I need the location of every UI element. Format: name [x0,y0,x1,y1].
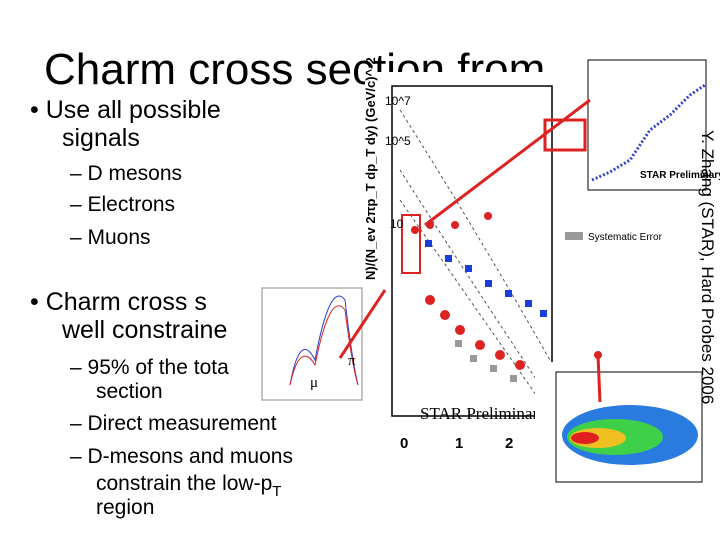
d-meson-inset: STAR Preliminary [556,45,720,215]
inset-background [556,45,706,215]
citation: Y. Zhang (STAR), Hard Probes 2006 [698,130,717,404]
fit-curve [399,109,551,416]
highlight-box [401,214,421,274]
arrows [338,98,602,403]
markers-gray [455,232,583,382]
tick-label: 10^7 [385,94,411,108]
arrow [596,354,602,403]
electron-inset [535,362,705,495]
sub-bullet-text: constrain the low-p [96,472,272,495]
tick-label: 1 [455,435,463,452]
spectrum-plot: Systematic Error N)/(N_ev 2πp_T dp_T dy)… [363,57,663,472]
sub-bullet: – Direct measurement [70,412,277,435]
plot-frame [391,85,553,417]
bullet: well constraine [61,316,227,344]
bullet: • Charm cross s [30,288,207,316]
bullet: • Use all possible [30,96,221,124]
plot-background [365,72,555,472]
arrow [338,289,387,359]
sub-bullet: – Muons [70,226,151,249]
highlight-box [543,118,587,152]
inset-curve [289,305,359,386]
density-blob [571,432,599,444]
inset-label: STAR Preliminary [640,170,720,181]
subscript: T [272,483,281,500]
sub-bullet: – D-mesons and muons [70,445,293,468]
markers-blue [425,240,547,317]
sub-bullet: – Electrons [70,193,175,216]
tick-label: 10 [390,217,404,231]
inset-curve [591,83,706,182]
plot-label: Systematic Error [588,232,663,243]
sub-bullet: constrain the low-pT [96,472,281,500]
inset-label: π [348,353,356,369]
sub-bullet: region [96,496,154,519]
inset-frame [587,59,707,191]
inset-frame [555,371,703,483]
bullet: signals [62,124,140,152]
tick-label: 10^5 [385,134,411,148]
inset-label: μ [310,375,318,391]
sub-bullet: – D mesons [70,162,182,185]
inset-curve [289,295,359,386]
muon-inset: π μ [261,287,363,401]
sub-bullet: section [96,380,163,403]
tick-label: 2 [505,435,513,452]
y-axis-label: N)/(N_ev 2πp_T dp_T dy) (GeV/c)^-2 [363,57,378,280]
watermark: STAR Preliminary [420,404,547,423]
sub-bullet: – 95% of the tota [70,356,229,379]
tick-label: 0 [400,435,408,452]
